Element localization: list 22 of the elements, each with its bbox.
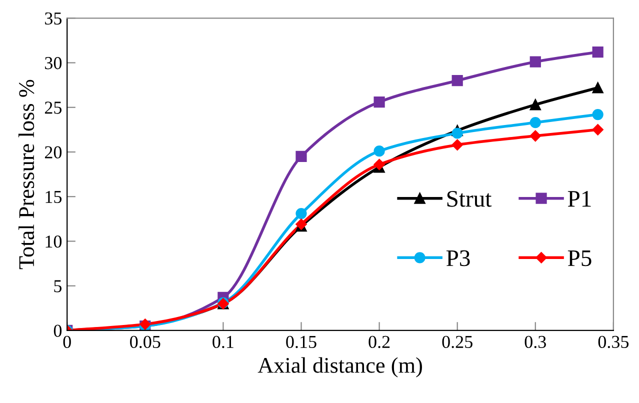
x-tick-label: 0 (63, 336, 71, 348)
y-tick-label: 25 (44, 102, 62, 114)
y-tick-label: 30 (45, 57, 62, 70)
legend-label: P3 (446, 250, 470, 266)
legend-label: Strut (447, 190, 492, 207)
x-tick-label: 0.35 (598, 336, 629, 348)
x-tick-label: 0.05 (130, 336, 160, 348)
x-tick-label: 0.2 (368, 336, 390, 348)
y-tick-label: 5 (54, 280, 62, 292)
y-tick-label: 0 (54, 324, 62, 337)
y-tick-label: 10 (46, 235, 62, 248)
x-tick-label: 0.25 (442, 336, 472, 348)
x-tick-label: 0.3 (524, 336, 546, 348)
y-tick-label: 35 (45, 12, 62, 25)
y-tick-label: 20 (44, 146, 62, 158)
x-tick-label: 0.15 (286, 336, 316, 348)
y-tick-label: 15 (46, 190, 62, 204)
y-axis-title: Total Pressure loss % (18, 80, 34, 270)
x-axis-title: Axial distance (m) (258, 357, 422, 378)
x-tick-label: 0.1 (212, 336, 234, 348)
legend-label: P5 (568, 250, 592, 266)
legend-label: P1 (568, 191, 591, 207)
